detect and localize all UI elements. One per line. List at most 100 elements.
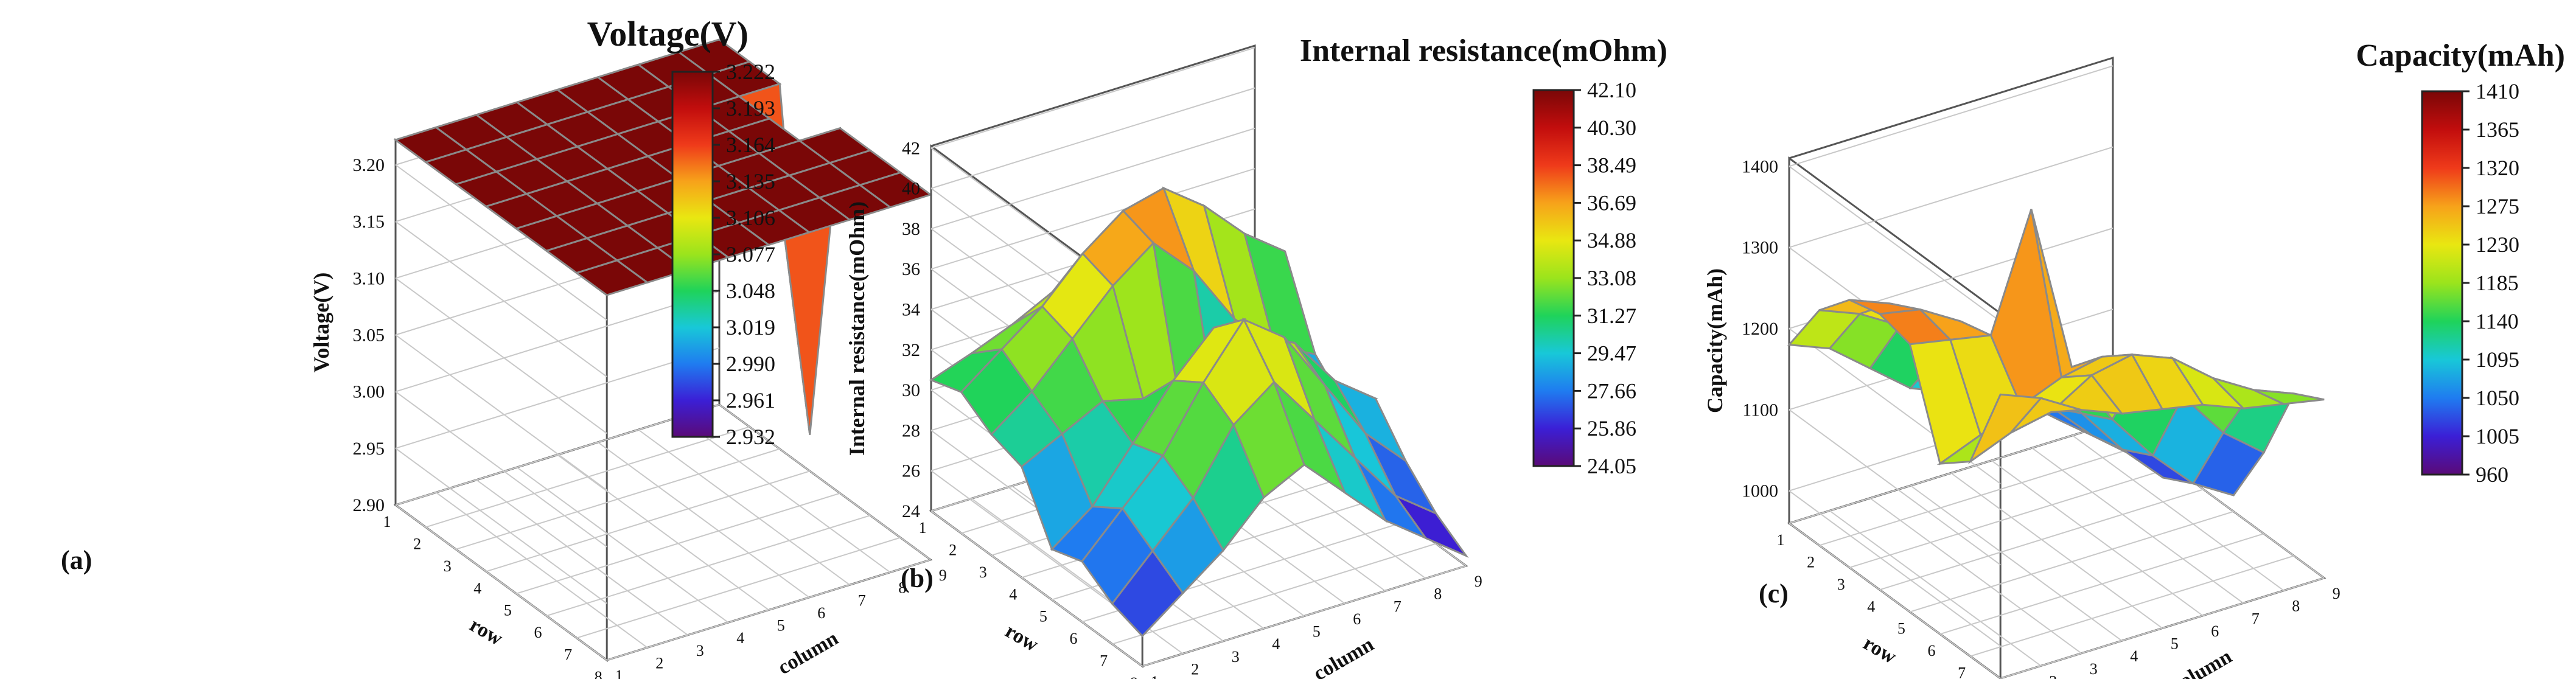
surface-cell [1967, 393, 2043, 464]
colorbar-tick-label: 1005 [2476, 424, 2519, 448]
col-tick-label: 2 [2049, 672, 2057, 679]
col-tick-label: 9 [1475, 573, 1482, 590]
z-tick-label: 24 [902, 501, 920, 521]
wall-grid-line [395, 504, 607, 661]
col-tick-label: 4 [1272, 635, 1280, 653]
row-tick-label: 1 [919, 519, 927, 537]
colorbar-tick-label: 1050 [2476, 386, 2519, 410]
floor-grid-line [476, 479, 688, 636]
wall-grid-line [395, 277, 607, 434]
row-tick-label: 3 [1837, 576, 1845, 593]
z-tick-label: 3.00 [353, 382, 385, 402]
wall-grid-line [1789, 165, 2001, 322]
colorbar-tick-label: 1095 [2476, 347, 2519, 372]
row-tick-label: 8 [1130, 674, 1138, 679]
row-tick-label: 6 [1928, 642, 1936, 660]
col-tick-label: 5 [2171, 635, 2179, 653]
colorbar-tick-label: 1410 [2476, 79, 2519, 103]
wall-grid-line [395, 290, 720, 392]
surface-cell [574, 259, 649, 296]
colorbar-tick-label: 2.990 [726, 352, 775, 376]
col-tick-label: 3 [696, 642, 704, 660]
surface [393, 38, 933, 435]
colorbar-tick-label: 2.932 [726, 425, 775, 449]
z-tick-label: 42 [902, 138, 920, 158]
colorbar-tick-label: 3.048 [726, 279, 775, 303]
wall-grid-line [1789, 409, 2001, 566]
row-tick-label: 2 [1807, 553, 1815, 571]
z-tick-label: 3.10 [353, 268, 385, 288]
surface [1787, 209, 2325, 496]
wall-grid-line [395, 221, 607, 377]
floor-grid-line [2031, 447, 2244, 604]
wall-grid-line [930, 47, 1255, 149]
floor-grid-line [1789, 523, 2001, 679]
z-tick-label: 3.05 [353, 325, 385, 345]
wall-grid-line [930, 510, 1143, 667]
colorbar: 3.222 3.193 3.164 3.135 3.106 3.077 3.048 3.019… [671, 60, 775, 449]
floor-grid-line [2072, 434, 2285, 591]
colorbar: 1410 1365 1320 1275 1230 1185 1140 1095 1050 1005… [2421, 79, 2519, 487]
colorbar-tick-label: 24.05 [1587, 454, 1636, 478]
col-tick-label: 9 [2333, 585, 2340, 602]
col-tick-label: 5 [777, 617, 785, 635]
colorbar-title: Internal resistance(mOhm) [1300, 33, 1667, 68]
col-tick-label: 3 [2090, 660, 2098, 678]
colorbar-tick-label: 3.019 [726, 315, 775, 340]
col-tick-label: 2 [655, 654, 663, 672]
colorbar-tick-label: 27.66 [1587, 378, 1636, 403]
col-tick-label: 4 [2130, 647, 2138, 665]
colorbar-tick-label: 29.47 [1587, 341, 1636, 366]
z-tick-label: 1400 [1742, 156, 1778, 176]
floor-grid-line [557, 454, 769, 611]
colorbar-tick-label: 1365 [2476, 117, 2519, 142]
z-tick-label: 1000 [1742, 481, 1778, 501]
colorbar-gradient [2421, 90, 2463, 476]
col-tick-label: 3 [1232, 648, 1240, 666]
colorbar-tick-label: 3.222 [726, 60, 775, 84]
wall-grid-line [930, 470, 1143, 627]
colorbar-tick-label: 31.27 [1587, 304, 1636, 328]
row-tick-label: 4 [1009, 585, 1017, 603]
wall-grid-line [930, 87, 1255, 189]
z-tick-label: 1300 [1742, 238, 1778, 258]
wall-grid-line [1789, 65, 2114, 167]
colorbar-gradient [671, 71, 714, 438]
colorbar-gradient [1532, 89, 1575, 467]
colorbar-tick-label: 34.88 [1587, 228, 1636, 252]
floor-grid-line [678, 416, 891, 573]
colorbar-tick-label: 40.30 [1587, 116, 1636, 140]
wall-grid-line [395, 334, 607, 491]
panel-label: (a) [61, 545, 92, 575]
row-tick-label: 3 [979, 563, 987, 581]
floor-grid-line [1869, 497, 2082, 654]
row-tick-label: 7 [564, 646, 572, 664]
row-tick-label: 2 [949, 541, 957, 559]
colorbar-tick-label: 33.08 [1587, 266, 1636, 290]
col-tick-label: 6 [1353, 610, 1361, 628]
col-tick-label: 5 [1313, 623, 1321, 641]
z-tick-label: 38 [902, 219, 920, 239]
col-tick-label: 8 [1434, 585, 1442, 603]
z-tick-label: 3.20 [353, 155, 385, 175]
colorbar-tick-label: 38.49 [1587, 153, 1636, 178]
row-tick-label: 6 [534, 624, 542, 641]
z-tick-label: 1200 [1742, 319, 1778, 339]
panel-label: (b) [901, 563, 934, 593]
wall-grid-line [1789, 490, 2001, 647]
row-tick-label: 5 [1897, 620, 1905, 638]
row-tick-label: 3 [444, 557, 452, 575]
col-tick-label: 1 [1151, 673, 1159, 679]
colorbar: 42.10 40.30 38.49 36.69 34.88 33.08 31.27 29.47… [1532, 78, 1636, 478]
col-tick-label: 4 [736, 629, 744, 647]
floor-grid-line [719, 404, 931, 560]
colorbar-tick-label: 3.164 [726, 133, 775, 157]
z-tick-label: 2.90 [353, 495, 385, 515]
col-axis-label: column [774, 627, 842, 679]
z-tick-label: 3.15 [353, 212, 385, 232]
row-tick-label: 5 [504, 602, 512, 619]
row-axis-label: row [466, 613, 506, 650]
col-tick-label: 6 [2211, 622, 2219, 640]
panel-label: (c) [1759, 579, 1789, 608]
